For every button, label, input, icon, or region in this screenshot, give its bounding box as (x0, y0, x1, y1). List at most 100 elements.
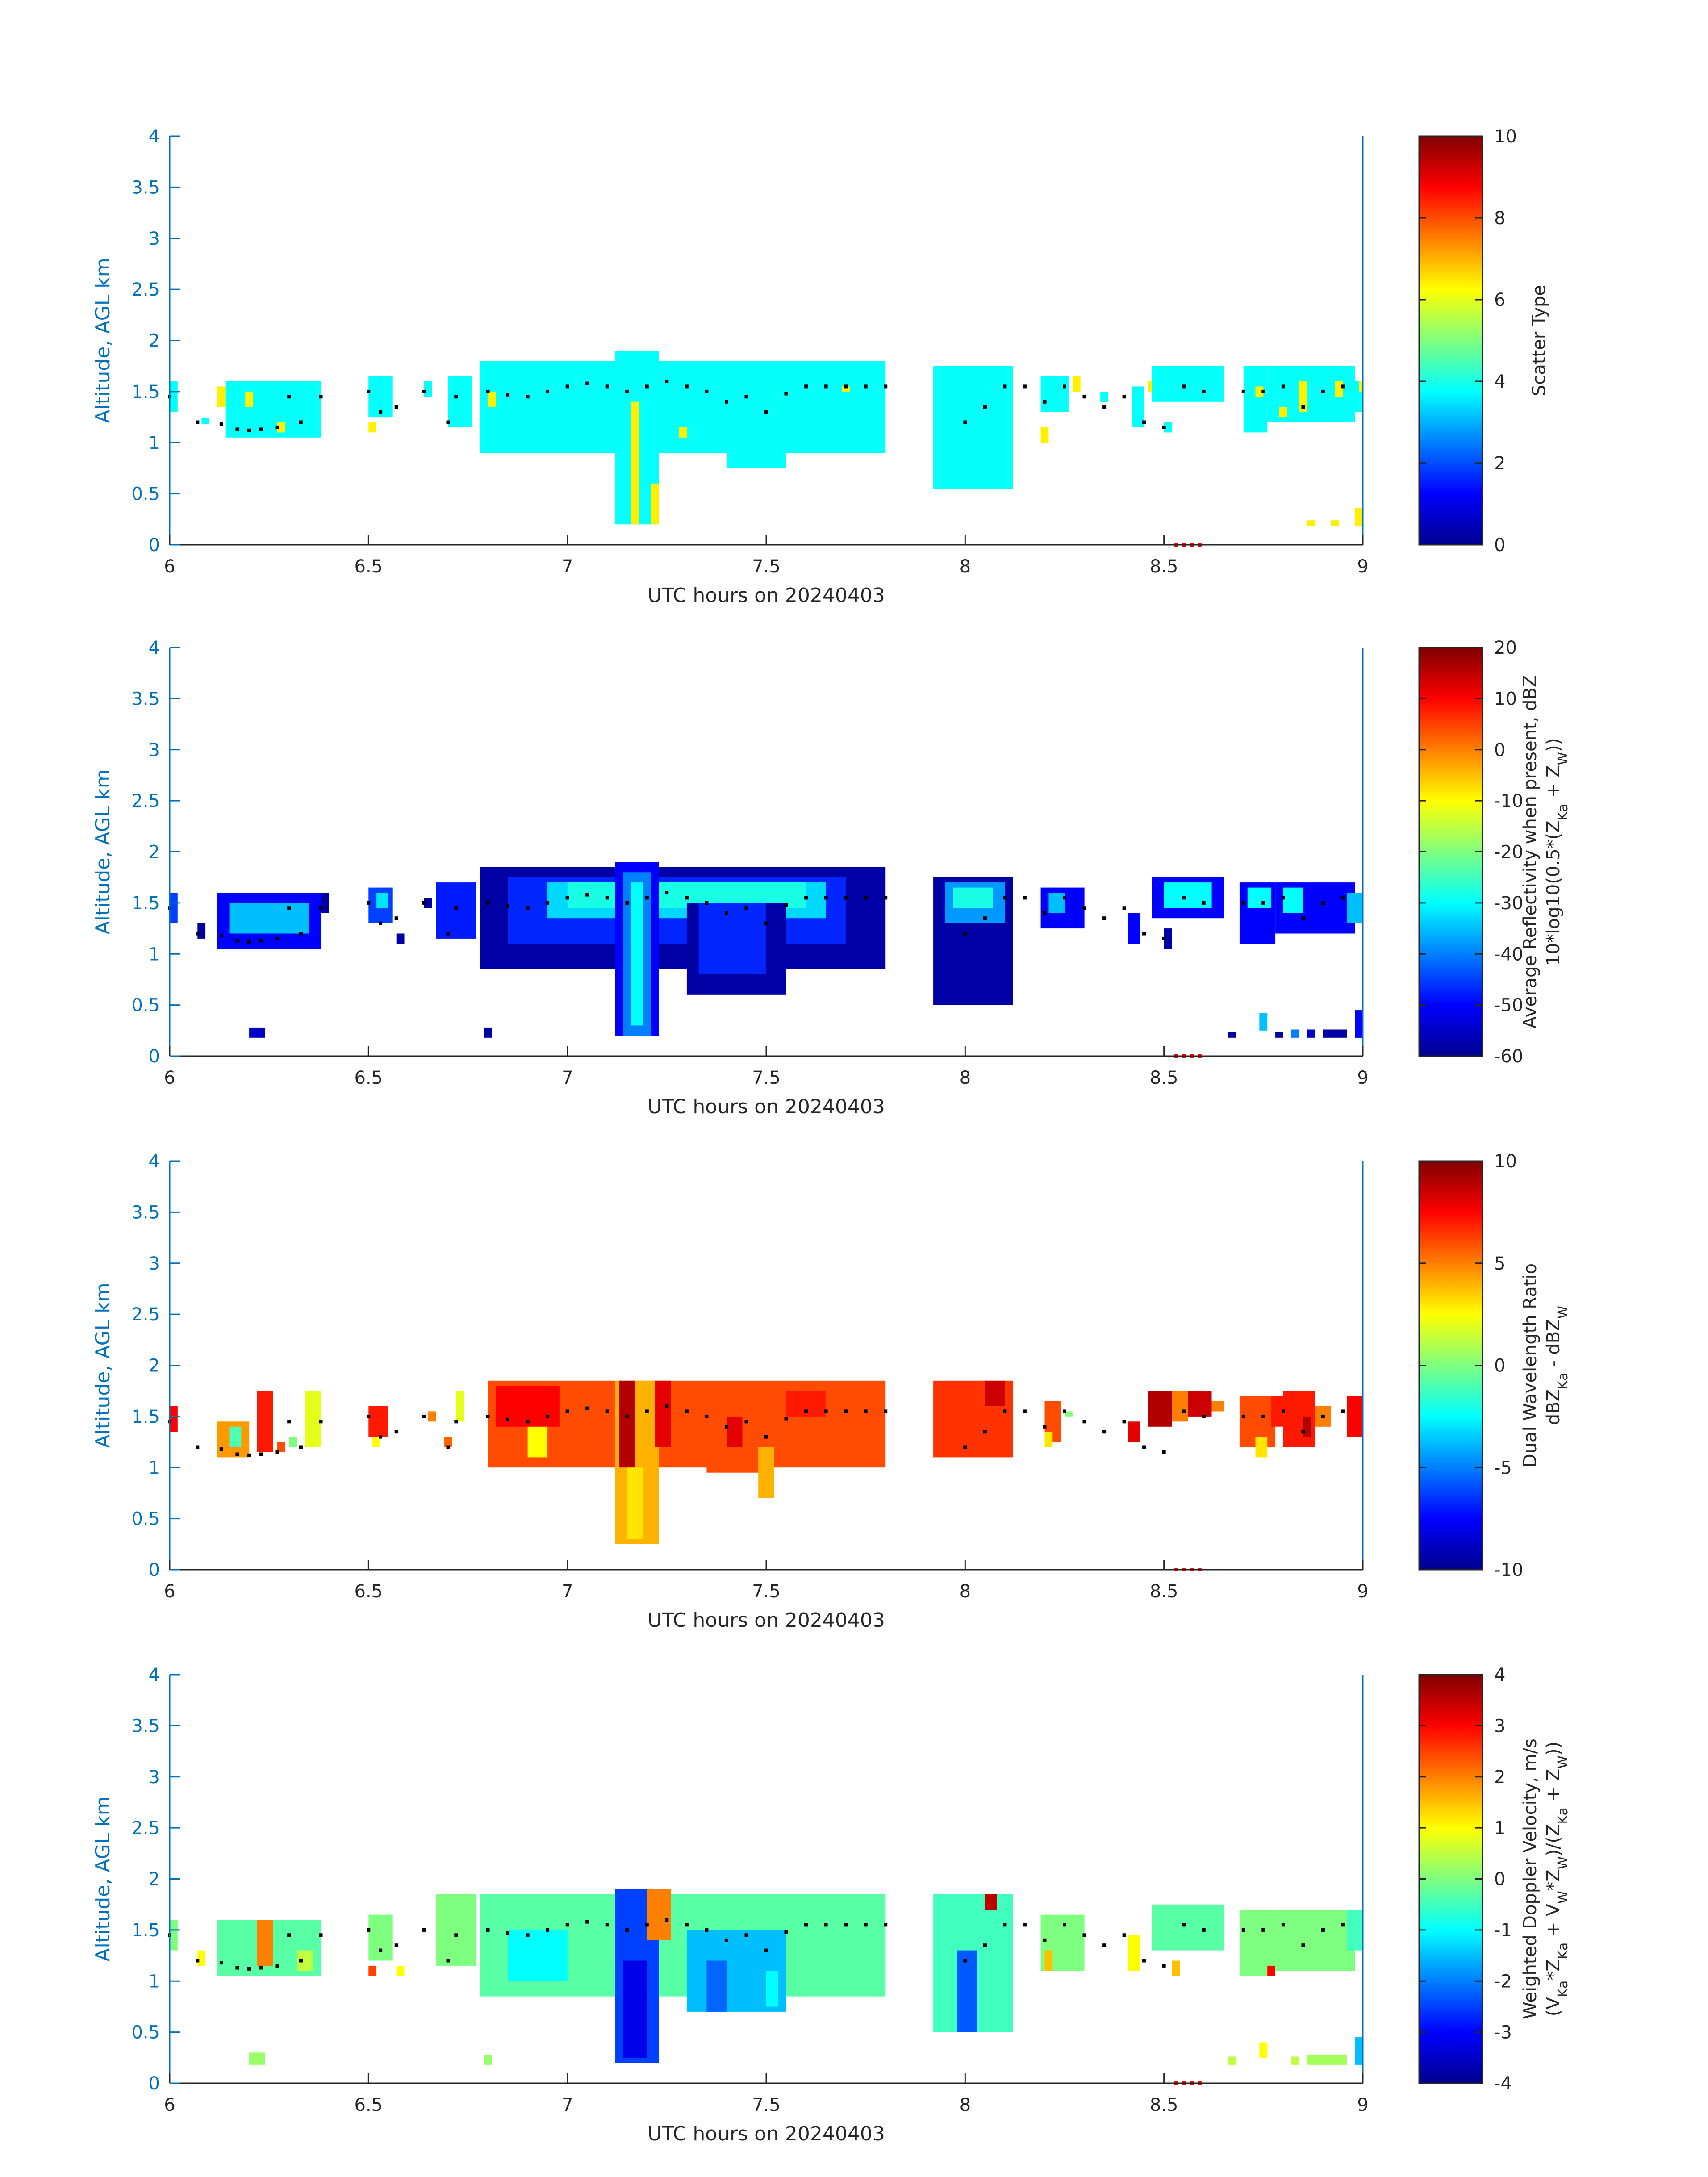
cloud-base-dot (235, 939, 239, 943)
heatmap-cell (1347, 1910, 1363, 1951)
y-tick-label: 0.5 (131, 484, 160, 505)
cloud-base-dot (784, 1417, 788, 1421)
cloud-base-dot (963, 1445, 967, 1449)
cloud-base-dot (299, 420, 303, 424)
cloud-base-dot (824, 1409, 828, 1413)
cloud-base-dot (287, 1420, 291, 1424)
heatmap-cell (245, 391, 253, 407)
cloud-base-dot (1182, 1923, 1186, 1927)
cloud-base-dot (546, 389, 550, 393)
heatmap-cell (933, 366, 1013, 489)
heatmap-cell (1307, 2054, 1347, 2065)
colorbar-formula: (VKa*ZKa + VW*ZW)/(ZKa + ZW)) (1543, 1742, 1571, 2016)
cloud-base-dot (259, 1452, 263, 1456)
colorbar-subscript: Ka (1555, 1807, 1571, 1824)
colorbar-subscript: W (1555, 1891, 1571, 1904)
cloud-base-dot (605, 896, 609, 900)
cloud-base-dot (394, 916, 398, 920)
cloud-base-dot (454, 906, 458, 910)
cloud-base-dot (1063, 1409, 1066, 1413)
cloud-base-dot (884, 1409, 888, 1413)
cloud-base-dot (379, 921, 383, 925)
heatmap-cell (1228, 1032, 1236, 1038)
y-axis-label: Altitude, AGL km (92, 769, 114, 934)
cloud-base-dot (526, 1933, 530, 1937)
x-tick-label: 9 (1357, 1068, 1368, 1088)
colorbar-formula: 10*log10(0.5*(ZKa + ZW)) (1543, 738, 1571, 966)
colorbar-subscript: W (1555, 1306, 1571, 1319)
heatmap-cell (647, 1889, 671, 1940)
heatmap-cell (631, 401, 639, 525)
heatmap-cell (726, 391, 786, 468)
cloud-base-dot (299, 1445, 303, 1449)
cloud-base-dot (1281, 1923, 1285, 1927)
colorbar-tick-label: 4 (1494, 1665, 1505, 1685)
y-tick-label: 0 (149, 1046, 160, 1067)
cloud-base-dot (1063, 384, 1066, 389)
cloud-base-dot (275, 425, 279, 429)
heatmap-cell (484, 2054, 492, 2065)
x-tick-label: 8.5 (1150, 1581, 1178, 1602)
heatmap-cell (1188, 1391, 1212, 1417)
cloud-base-dot (665, 1404, 669, 1408)
cloud-base-dot (844, 1409, 848, 1413)
x-tick-label: 7 (562, 1581, 573, 1602)
cloud-base-dot (1182, 384, 1186, 389)
panel-2: 6 6.5 7 7.5 8 8.5 9 0 0.5 1 1.5 2 2.5 3 3.5 4 UTC hours … (92, 638, 1571, 1118)
heatmap-cells (170, 1380, 1363, 1544)
x-tick-label: 9 (1357, 2095, 1368, 2115)
cloud-base-dot (422, 1928, 426, 1932)
heatmap-cell (1355, 2037, 1363, 2065)
cloud-base-dot (1241, 1928, 1245, 1932)
colorbar-formula: dBZKa - dBZW (1543, 1306, 1571, 1425)
heatmap-cell (1347, 1396, 1363, 1437)
heatmap-cell (631, 882, 643, 1026)
cloud-base-dot (422, 389, 426, 393)
cloud-base-dot (1122, 1933, 1126, 1937)
x-tick-label: 8.5 (1150, 556, 1178, 577)
cloud-base-dots (168, 1918, 1345, 1971)
colorbar-tick-label: -10 (1494, 791, 1523, 811)
cloud-base-dot (1043, 1425, 1047, 1429)
cloud-base-dot (367, 901, 371, 905)
heatmap-cell (1228, 2056, 1236, 2065)
x-tick-label: 9 (1357, 1581, 1368, 1602)
cloud-base-dot (1102, 1943, 1107, 1947)
cloud-base-dot (724, 911, 728, 915)
cloud-base-dot (1202, 901, 1206, 905)
heatmap-cell (257, 1920, 273, 1966)
heatmap-cell (197, 923, 206, 939)
heatmap-cell (1132, 386, 1144, 427)
heatmap-cell (170, 893, 178, 923)
heatmap-cell (1211, 1401, 1224, 1412)
y-tick-label: 1 (149, 1458, 160, 1478)
cloud-base-dot (784, 903, 788, 907)
cloud-base-dot (1162, 1964, 1166, 1968)
cloud-base-dot (486, 901, 490, 905)
x-tick-label: 6.5 (355, 2095, 383, 2115)
cloud-base-dot (446, 1959, 450, 1963)
heatmap-cell (766, 1971, 778, 2007)
colorbar-tick-label: 20 (1494, 638, 1517, 658)
x-tick-label: 8 (960, 556, 971, 577)
cloud-base-dot (1281, 1409, 1285, 1413)
cloud-base-dot (1142, 932, 1146, 936)
cloud-base-dot (565, 384, 569, 389)
heatmap-cell (623, 1960, 647, 2058)
heatmap-cell (1291, 2056, 1299, 2065)
cloud-base-dot (1202, 1928, 1206, 1932)
colorbar (1418, 647, 1483, 1057)
colorbar-formula-part: 10*log10(0.5*(Z (1543, 820, 1564, 965)
heatmap-cell (1303, 1416, 1311, 1437)
colorbar-formula-part: (V (1543, 1997, 1564, 2017)
cloud-base-dot (685, 1409, 689, 1413)
cloud-base-dot (724, 1938, 728, 1942)
colorbar-tick-label: -50 (1494, 995, 1523, 1016)
colorbar-subscript: W (1555, 752, 1571, 765)
cloud-base-dot (804, 1923, 808, 1927)
y-tick-label: 2.5 (131, 1818, 160, 1839)
colorbar (1418, 1160, 1483, 1571)
y-tick-label: 4 (149, 1665, 160, 1685)
cloud-base-dot (963, 932, 967, 936)
heatmap-cell (698, 903, 766, 974)
